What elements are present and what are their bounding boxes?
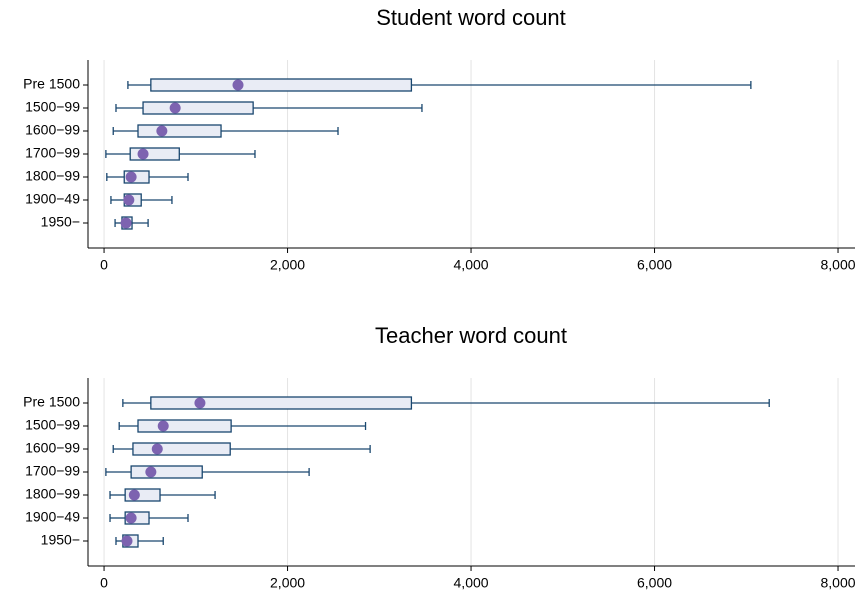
y-tick-label: 1900−49 xyxy=(25,509,80,525)
median-marker xyxy=(128,489,140,501)
x-tick-label: 2,000 xyxy=(270,257,305,273)
y-tick-label: Pre 1500 xyxy=(23,76,80,92)
median-marker xyxy=(125,171,137,183)
median-marker xyxy=(169,102,181,114)
x-tick-label: 0 xyxy=(100,575,108,591)
box xyxy=(130,465,203,479)
box xyxy=(150,78,413,92)
y-tick-label: 1950− xyxy=(41,532,80,548)
median-marker xyxy=(123,194,135,206)
y-tick-label: 1800−99 xyxy=(25,168,80,184)
x-tick-label: 0 xyxy=(100,257,108,273)
y-tick-label: 1600−99 xyxy=(25,440,80,456)
y-tick-label: 1800−99 xyxy=(25,486,80,502)
y-tick-label: 1950− xyxy=(41,214,80,230)
y-tick-label: Pre 1500 xyxy=(23,394,80,410)
chart-title: Student word count xyxy=(376,5,566,30)
y-tick-label: 1500−99 xyxy=(25,417,80,433)
median-marker xyxy=(157,420,169,432)
box xyxy=(132,442,231,456)
x-tick-label: 8,000 xyxy=(821,575,856,591)
y-tick-label: 1500−99 xyxy=(25,99,80,115)
median-marker xyxy=(151,443,163,455)
median-marker xyxy=(137,148,149,160)
box xyxy=(137,419,232,433)
median-marker xyxy=(125,512,137,524)
box xyxy=(137,124,222,138)
median-marker xyxy=(120,217,132,229)
x-tick-label: 6,000 xyxy=(637,575,672,591)
box xyxy=(142,101,254,115)
median-marker xyxy=(121,535,133,547)
x-tick-label: 4,000 xyxy=(454,575,489,591)
median-marker xyxy=(145,466,157,478)
median-marker xyxy=(194,397,206,409)
y-tick-label: 1700−99 xyxy=(25,463,80,479)
chart-title: Teacher word count xyxy=(375,323,567,348)
y-tick-label: 1900−49 xyxy=(25,191,80,207)
y-tick-label: 1600−99 xyxy=(25,122,80,138)
x-tick-label: 4,000 xyxy=(454,257,489,273)
box xyxy=(150,396,413,410)
y-tick-label: 1700−99 xyxy=(25,145,80,161)
median-marker xyxy=(232,79,244,91)
x-tick-label: 8,000 xyxy=(821,257,856,273)
median-marker xyxy=(156,125,168,137)
x-tick-label: 2,000 xyxy=(270,575,305,591)
x-tick-label: 6,000 xyxy=(637,257,672,273)
